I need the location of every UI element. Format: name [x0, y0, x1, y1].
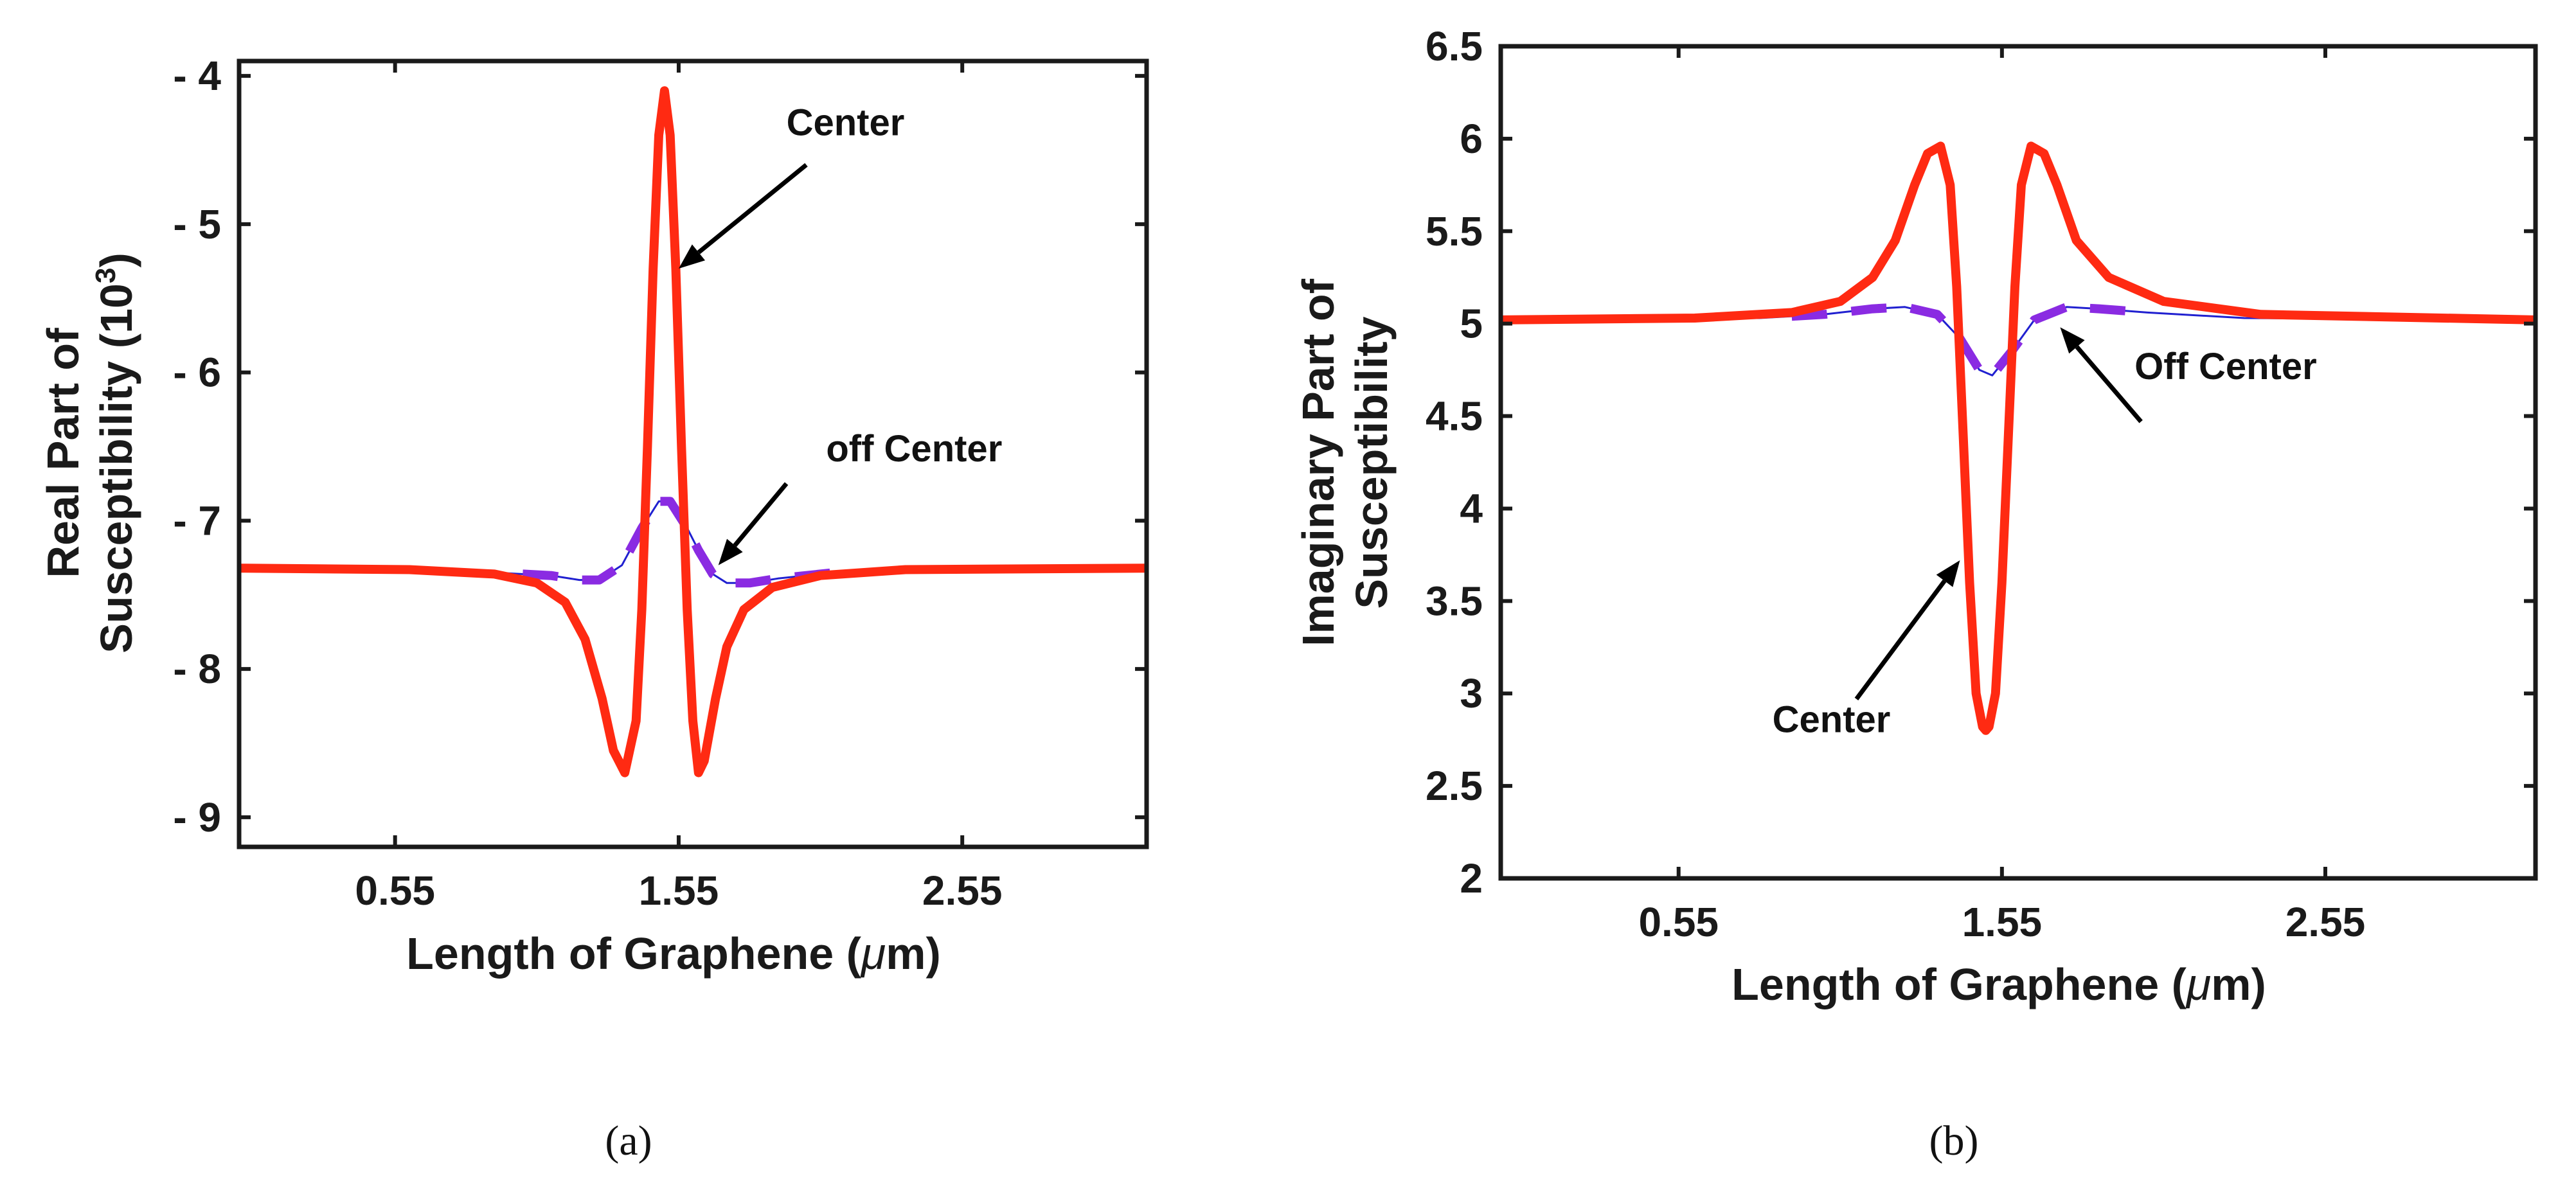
- chart0-axis-box: [237, 58, 1149, 849]
- chart1-xtick-label-1: 1.55: [1962, 899, 2043, 945]
- chart0-ytick-label-5: - 9: [173, 794, 221, 840]
- chart1-ytick-label-8: 6: [1460, 116, 1483, 162]
- chart0-annotation-arrow-1: [733, 482, 789, 547]
- chart0-xlabel-part-3: m): [886, 928, 941, 979]
- chart1-axis-box: [1498, 44, 2538, 881]
- chart1-series-group: [1501, 141, 2536, 735]
- chart1-ytick-label-7: 5.5: [1426, 208, 1483, 254]
- chart0-ytick-label-0: - 4: [173, 53, 221, 99]
- chart1-annotation-arrowhead-0: [2060, 327, 2085, 354]
- chart-panel-a: 0.55 1.55 2.55 - 4 - 5 - 6 - 7 - 8 - 9 Length of …: [38, 53, 1149, 1164]
- chart1-xlabel-part-3: m): [2211, 959, 2266, 1009]
- chart0-ytick-label-4: - 8: [173, 646, 221, 692]
- chart1-series-1: [1791, 302, 2148, 380]
- chart0-xlabel: Length of Graphene (μm): [406, 928, 941, 979]
- chart0-ylabel-main: Susceptibility (10: [91, 283, 141, 653]
- chart0-xlabel-mu: μ: [860, 928, 886, 979]
- chart-panel-b: 0.55 1.55 2.55 2 2.5 3 3.5 4 4.5 5 5.5 6 6.5 Length o…: [1293, 23, 2538, 1164]
- chart0-annotation-arrowhead-0: [678, 244, 706, 269]
- chart1-ytick-label-0: 2: [1460, 855, 1483, 901]
- chart0-ylabel-close: ): [91, 253, 141, 267]
- chart1-ytick-label-1: 2.5: [1426, 763, 1483, 809]
- chart0-panel-label: (a): [605, 1117, 652, 1164]
- chart0-ylabel-exponent: 3: [90, 268, 121, 283]
- chart0-annotation-0: Center: [787, 102, 905, 143]
- chart1-ytick-label-9: 6.5: [1426, 23, 1483, 69]
- chart1-xlabel-part-1: Length of Graphene (: [1731, 959, 2187, 1009]
- chart1-ylabel-main: Susceptibility: [1346, 316, 1397, 608]
- chart0-xtick-label-1: 1.55: [639, 867, 719, 914]
- chart1-ylabel-line-2: Susceptibility: [1346, 316, 1397, 608]
- chart0-xtick-label-0: 0.55: [355, 867, 435, 914]
- chart1-ytick-label-5: 4.5: [1426, 393, 1483, 440]
- chart0-annotation-arrowhead-1: [718, 538, 743, 565]
- chart1-annotation-arrowhead-1: [1936, 560, 1960, 587]
- chart0-series-2: [239, 86, 1147, 777]
- chart0-xtick-label-2: 2.55: [922, 867, 1003, 914]
- chart1-ytick-label-6: 5: [1460, 301, 1483, 347]
- chart0-ytick-label-2: - 6: [173, 350, 221, 396]
- chart0-xlabel-part-1: Length of Graphene (: [406, 928, 861, 979]
- chart0-ytick-label-3: - 7: [173, 497, 221, 544]
- chart1-annotation-arrow-1: [1854, 579, 1947, 700]
- chart1-ytick-label-2: 3: [1460, 670, 1483, 716]
- chart0-annotation-arrow-0: [697, 163, 808, 254]
- chart0-ylabel-line-1: Real Part of: [38, 328, 88, 578]
- chart1-ytick-label-3: 3.5: [1426, 578, 1483, 624]
- chart1-xtick-label-0: 0.55: [1638, 899, 1719, 945]
- chart1-ylabel-line-1: Imaginary Part of: [1293, 278, 1343, 646]
- chart1-annotation-1: Center: [1773, 699, 1891, 741]
- chart1-panel-label: (b): [1929, 1117, 1979, 1164]
- chart1-series-2: [1501, 141, 2536, 735]
- chart0-ytick-label-1: - 5: [173, 201, 221, 247]
- chart1-annotation-0: Off Center: [2134, 346, 2317, 387]
- chart1-xlabel: Length of Graphene (μm): [1731, 959, 2266, 1009]
- chart0-series-group: [239, 86, 1147, 777]
- chart1-ytick-label-4: 4: [1460, 485, 1483, 531]
- chart0-ylabel-line-2: Susceptibility (103): [90, 253, 141, 653]
- chart1-xtick-label-2: 2.55: [2285, 899, 2366, 945]
- chart0-annotation-1: off Center: [826, 428, 1002, 470]
- chart0-series-1: [522, 497, 836, 588]
- chart1-xlabel-mu: μ: [2185, 959, 2211, 1009]
- chart1-annotation-arrow-0: [2075, 345, 2143, 423]
